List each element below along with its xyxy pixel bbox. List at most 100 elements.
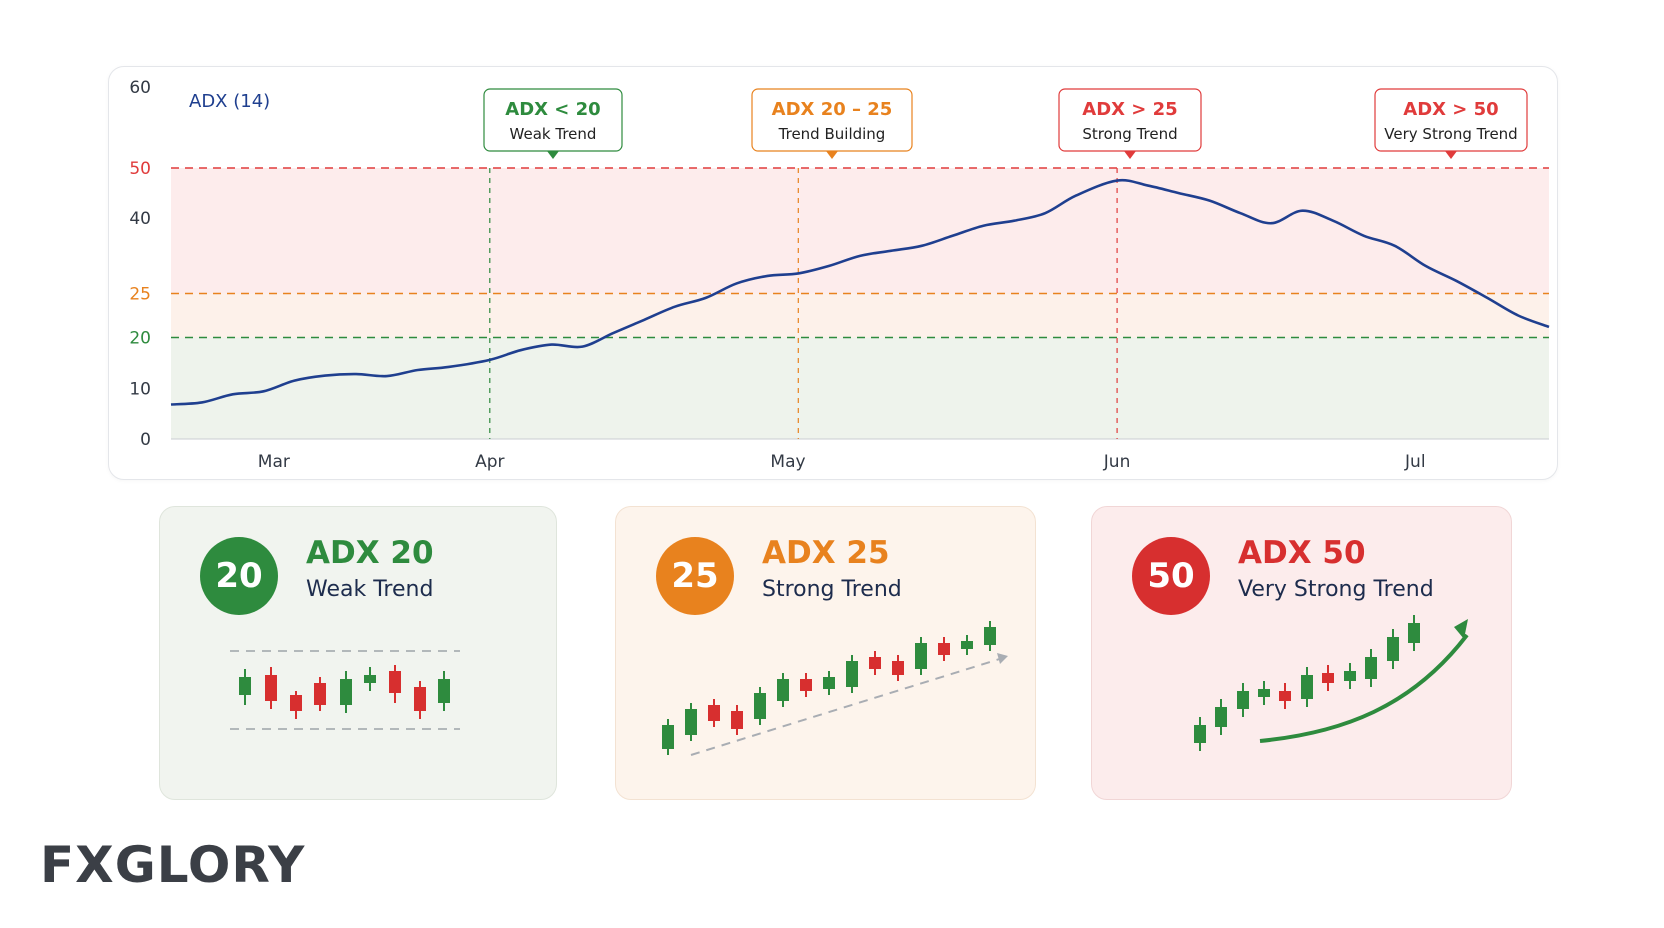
building-zone [171, 293, 1549, 338]
callout-sub: Weak Trend [510, 125, 597, 143]
logo-text-pre: FX [40, 836, 115, 894]
candle-body [1237, 691, 1249, 709]
y-tick-label: 40 [129, 209, 151, 229]
strong-trend-arrow [1259, 633, 1469, 743]
series-label: ADX (14) [189, 91, 270, 112]
candle [777, 673, 789, 707]
uptrend-candles-illustration [662, 621, 1008, 756]
candle [708, 699, 720, 727]
trend-arrow-head [997, 653, 1008, 664]
candle [239, 669, 251, 705]
candle [1408, 615, 1420, 651]
candle [314, 677, 326, 711]
candle-body [869, 657, 881, 669]
candle [1365, 649, 1377, 687]
candle [1258, 681, 1270, 705]
candle [1279, 683, 1291, 709]
candle-body [777, 679, 789, 701]
badge-20: 20 [200, 537, 278, 615]
candle [364, 667, 376, 691]
callout-3: ADX > 50 Very Strong Trend [1374, 88, 1528, 159]
candle [846, 655, 858, 693]
candle-body [685, 709, 697, 735]
card-sub-50: Very Strong Trend [1238, 577, 1434, 602]
candle-body [290, 695, 302, 711]
candle [662, 719, 674, 755]
candle-body [389, 671, 401, 693]
badge-25: 25 [656, 537, 734, 615]
candle-body [1258, 689, 1270, 697]
callout-sub: Trend Building [778, 125, 886, 143]
callout-title: ADX 20 – 25 [772, 99, 893, 120]
candle [938, 637, 950, 661]
candle-body [800, 679, 812, 691]
strong-trend-arrow-head [1454, 619, 1468, 639]
candle [915, 637, 927, 675]
candle [892, 655, 904, 681]
candle-body [1279, 691, 1291, 701]
candle-body [892, 661, 904, 675]
candle [731, 705, 743, 735]
candle [1387, 629, 1399, 669]
candle [984, 621, 996, 651]
candle-body [239, 677, 251, 695]
card-title-20: ADX 20 [306, 535, 434, 571]
candle [265, 667, 277, 709]
candle [1237, 683, 1249, 717]
callout-2: ADX > 25 Strong Trend [1058, 88, 1202, 159]
candle-body [823, 677, 835, 689]
adx-line [170, 178, 1550, 406]
callout-title: ADX > 50 [1403, 99, 1498, 120]
candle-body [915, 643, 927, 669]
adx-chart-panel: 0 10 20 25 40 50 60 Mar Apr May Jun Jul ADX (14) ADX … [108, 66, 1558, 480]
callout-title: ADX < 20 [505, 99, 600, 120]
card-sub-25: Strong Trend [762, 577, 902, 602]
candle [961, 635, 973, 655]
weak-zone [171, 337, 1549, 439]
candle [1322, 665, 1334, 691]
candle [414, 681, 426, 719]
y-tick-label: 20 [129, 329, 151, 349]
candle-body [265, 675, 277, 701]
callout-pointer [826, 151, 838, 159]
candle-body [938, 643, 950, 655]
fxglory-logo: FXGLORY [40, 836, 305, 894]
candle [340, 671, 352, 713]
candle-body [364, 675, 376, 683]
candle [1194, 717, 1206, 751]
candle-body [1344, 671, 1356, 681]
candle-body [1194, 725, 1206, 743]
candle-body [1322, 673, 1334, 683]
candle-body [984, 627, 996, 645]
candle-body [662, 725, 674, 749]
x-tick-label: May [770, 452, 805, 472]
sideways-candles-illustration [230, 650, 460, 730]
x-tick-label: Mar [258, 452, 290, 472]
x-tick-label: Apr [475, 452, 504, 472]
callout-sub: Strong Trend [1082, 125, 1177, 143]
y-tick-label: 25 [129, 285, 151, 305]
callout-pointer [1124, 151, 1136, 159]
candle-body [1387, 637, 1399, 661]
candle-body [314, 683, 326, 705]
candle-body [961, 641, 973, 649]
candle [823, 671, 835, 695]
callout-title: ADX > 25 [1082, 99, 1177, 120]
candle-body [1408, 623, 1420, 643]
adx-chart: 0 10 20 25 40 50 60 Mar Apr May Jun Jul ADX (14) ADX … [129, 78, 1550, 472]
candle-body [1365, 657, 1377, 679]
candle-body [708, 705, 720, 721]
candle [754, 687, 766, 725]
callout-sub: Very Strong Trend [1384, 125, 1517, 143]
candle [290, 691, 302, 719]
y-tick-label: 10 [129, 379, 151, 399]
strong-zone [171, 168, 1549, 294]
callout-pointer [547, 151, 559, 159]
candle [438, 671, 450, 711]
y-tick-label: 60 [129, 78, 151, 98]
strong-uptrend-candles-illustration [1194, 615, 1469, 751]
callout-0: ADX < 20 Weak Trend [483, 88, 623, 159]
candle [869, 651, 881, 675]
logo-text-post: GLORY [114, 836, 306, 894]
weak-trend-card: 20 ADX 20 Weak Trend [159, 506, 557, 800]
